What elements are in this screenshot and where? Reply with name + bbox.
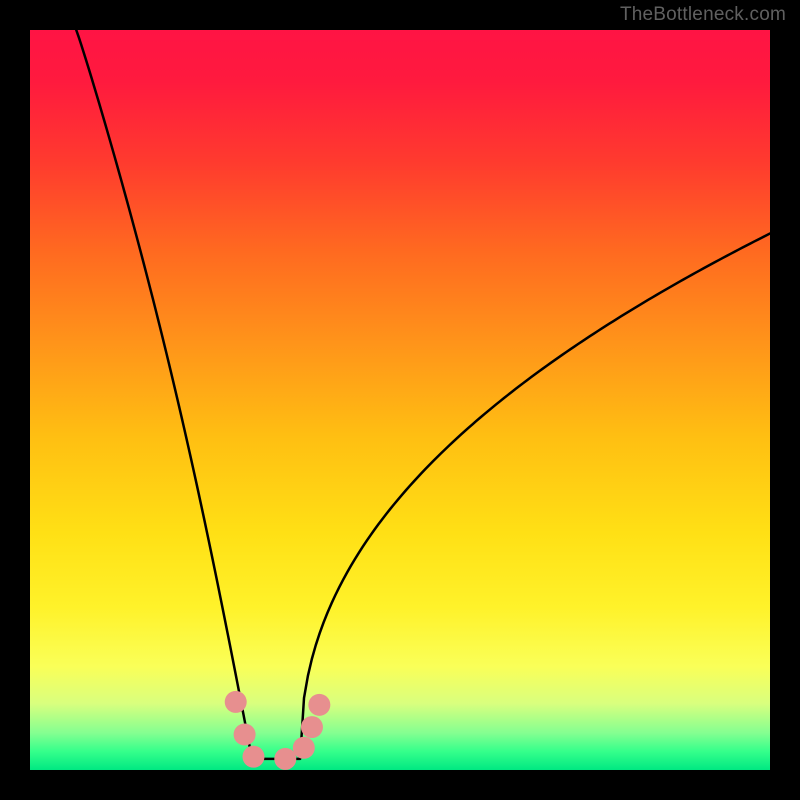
gradient-background [30, 30, 770, 770]
curve-marker [225, 691, 247, 713]
chart-frame: TheBottleneck.com [0, 0, 800, 800]
curve-marker [293, 737, 315, 759]
curve-marker [301, 716, 323, 738]
plot-area [30, 30, 770, 770]
curve-marker [234, 723, 256, 745]
curve-marker [308, 694, 330, 716]
curve-marker [274, 748, 296, 770]
watermark-text: TheBottleneck.com [620, 4, 786, 26]
curve-marker [242, 746, 264, 768]
